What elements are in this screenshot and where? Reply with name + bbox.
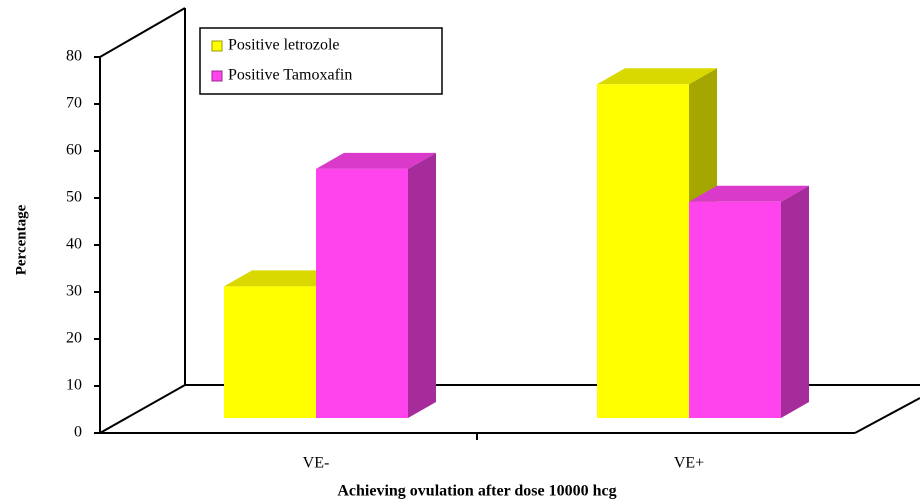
y-tick-label: 50 <box>66 189 82 206</box>
legend-label: Positive letrozole <box>228 37 340 54</box>
y-axis-label: Percentage <box>13 204 29 275</box>
bar-top <box>689 185 809 202</box>
y-tick-label: 80 <box>66 48 82 65</box>
bar-top <box>597 68 717 85</box>
y-tick-label: 10 <box>66 377 82 394</box>
y-tick-label: 70 <box>66 95 82 112</box>
bar-side <box>781 185 809 418</box>
floor-edge <box>99 384 186 434</box>
x-axis-label: Achieving ovulation after dose 10000 hcg <box>337 483 616 500</box>
bar-side <box>408 152 436 418</box>
legend-swatch <box>211 70 223 82</box>
floor-edge <box>854 397 920 434</box>
bar-top <box>316 152 436 169</box>
y-tick-label: 20 <box>66 330 82 347</box>
y-tick-label: 30 <box>66 283 82 300</box>
bar-top <box>224 270 344 287</box>
legend <box>199 27 443 95</box>
bar <box>597 84 689 419</box>
y-tick-label: 0 <box>74 424 82 441</box>
y-tick-label: 40 <box>66 236 82 253</box>
bar <box>316 168 408 418</box>
x-tick-label: VE- <box>303 455 330 472</box>
x-tick-label: VE+ <box>674 455 704 472</box>
bar <box>689 201 781 418</box>
wall-edge <box>99 7 186 58</box>
legend-label: Positive Tamoxafin <box>228 67 352 84</box>
legend-swatch <box>211 40 223 52</box>
y-tick-label: 60 <box>66 142 82 159</box>
bar <box>224 286 316 418</box>
